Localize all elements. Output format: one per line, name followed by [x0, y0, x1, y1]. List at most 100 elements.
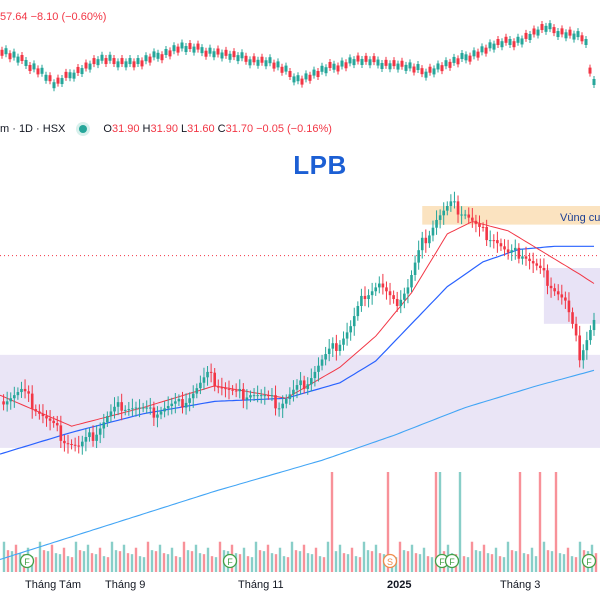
candle-body	[449, 201, 453, 207]
overview-candle	[456, 58, 460, 65]
overview-candle	[124, 61, 128, 68]
volume-bar	[302, 544, 306, 572]
volume-bar	[238, 554, 242, 572]
volume-bar	[138, 556, 142, 572]
overview-candle	[148, 56, 152, 63]
resistance-zone	[422, 206, 600, 225]
candle-body	[435, 219, 438, 228]
candle-body	[141, 407, 145, 409]
volume-bar	[362, 541, 366, 572]
volume-bar	[258, 550, 262, 572]
candle-body	[546, 270, 549, 286]
candle-body	[510, 250, 513, 253]
volume-bar	[14, 544, 18, 572]
volume-bar	[174, 556, 178, 572]
volume-bar	[294, 550, 298, 572]
volume-bar	[242, 547, 246, 572]
overview-candle	[160, 54, 164, 61]
volume-bar	[562, 554, 566, 572]
overview-candle	[112, 58, 116, 65]
volume-bar	[594, 553, 598, 572]
candle-body	[224, 388, 227, 390]
volume-bar	[498, 556, 502, 572]
overview-candle	[532, 28, 536, 35]
candle-body	[242, 388, 245, 400]
overview-candle	[324, 67, 328, 74]
candle-body	[481, 226, 485, 228]
volume-bar	[318, 556, 322, 572]
overview-candle	[16, 56, 20, 63]
overview-candle	[232, 51, 236, 58]
overview-candle	[196, 43, 200, 50]
candle-body	[59, 425, 63, 441]
candle-body	[442, 210, 446, 216]
candle-body	[256, 395, 259, 397]
candle-body	[342, 338, 345, 345]
candle-body	[417, 250, 420, 263]
overview-candle	[428, 66, 432, 73]
volume-bar	[578, 541, 582, 572]
x-axis-label-2025: 2025	[387, 579, 412, 591]
candle-body	[317, 365, 320, 372]
candle-body	[335, 343, 338, 351]
overview-candle	[32, 63, 36, 70]
overview-candle	[228, 53, 232, 60]
candle-body	[206, 371, 209, 378]
overview-candle	[60, 78, 64, 85]
overview-candle	[552, 27, 556, 34]
candle-body	[320, 359, 324, 366]
overview-candle	[296, 75, 300, 82]
candle-body	[474, 220, 478, 224]
candle-body	[428, 235, 431, 244]
volume-bar	[70, 557, 74, 572]
candle-body	[506, 249, 510, 253]
overview-candle	[308, 74, 312, 81]
candle-body	[52, 420, 55, 424]
volume-bar	[478, 551, 482, 572]
volume-bar	[262, 551, 266, 572]
overview-candle	[336, 65, 340, 72]
overview-candle	[280, 66, 284, 73]
volume-bar	[366, 550, 370, 572]
candle-body	[338, 344, 342, 351]
overview-candle	[592, 79, 596, 85]
ohlc-high-key: H	[142, 123, 151, 135]
candle-body	[571, 312, 574, 324]
candle-body	[55, 423, 59, 426]
candle-body	[120, 402, 123, 411]
volume-bar	[566, 547, 570, 572]
overview-candle	[488, 42, 492, 49]
candle-body	[159, 411, 163, 415]
volume-bar	[58, 554, 62, 572]
volume-bar	[322, 557, 326, 572]
candle-body	[585, 340, 589, 351]
volume-bar	[510, 550, 514, 572]
overview-candle	[108, 54, 112, 61]
volume-bar	[398, 541, 402, 572]
overview-candle	[212, 51, 216, 58]
volume-bar	[18, 553, 22, 572]
volume-bar	[466, 557, 470, 572]
candle-body	[453, 201, 456, 203]
overview-candle	[356, 55, 360, 62]
overview-candle	[436, 63, 440, 70]
volume-bar	[458, 472, 462, 572]
overview-candle	[300, 78, 304, 85]
volume-bar	[554, 472, 558, 572]
candle-body	[324, 354, 327, 360]
candle-body	[403, 293, 406, 300]
volume-bar	[290, 541, 294, 572]
candle-body	[48, 418, 52, 421]
symbol-label[interactable]: m · 1D · HSX	[0, 123, 66, 135]
candle-body	[370, 291, 374, 296]
volume-bar	[250, 557, 254, 572]
volume-bar	[94, 554, 98, 572]
overview-candle	[100, 54, 104, 61]
candle-body	[392, 295, 395, 300]
candle-body	[410, 275, 413, 288]
candle-body	[16, 392, 20, 396]
candle-body	[134, 407, 138, 409]
overview-candle	[320, 65, 324, 72]
volume-bar	[378, 553, 382, 572]
volume-bar	[266, 544, 270, 572]
